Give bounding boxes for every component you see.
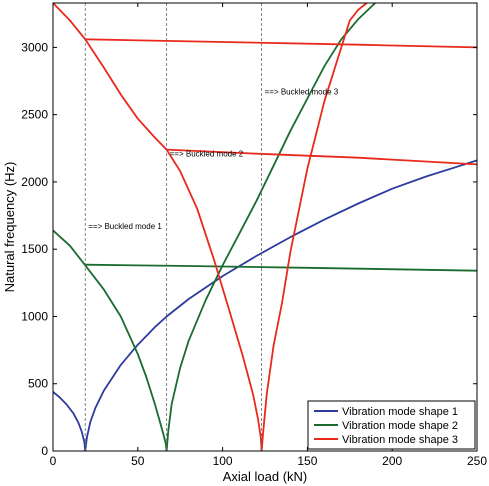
x-tick-label: 150 [297,454,317,468]
legend-entry-2: Vibration mode shape 2 [342,420,458,432]
x-axis-label: Axial load (kN) [223,469,308,484]
y-tick-label: 3000 [21,40,48,54]
x-tick-label: 200 [382,454,402,468]
plot-frame [52,2,478,452]
y-tick-label: 0 [41,444,48,458]
series-2-segment-2 [84,264,168,451]
y-tick-label: 500 [28,377,48,391]
y-tick-label: 2500 [21,108,48,122]
y-tick-label: 1500 [21,242,48,256]
annotation-buckled-mode-2: ==> Buckled mode 2 [170,149,244,158]
y-axis-label: Natural frequency (Hz) [2,162,17,293]
series-3-segment-3 [165,149,263,451]
series-1-segment-1 [53,391,87,451]
y-tick-label: 2000 [21,175,48,189]
series-3-segment-1 [53,3,86,40]
x-tick-label: 50 [131,454,145,468]
series-3-segment-4 [260,3,368,451]
series-3-segment-6 [166,148,477,166]
legend: Vibration mode shape 1 Vibration mode sha… [307,400,476,450]
legend-entry-3: Vibration mode shape 3 [342,434,458,446]
series-2-segment-1 [53,229,86,266]
curves-layer [53,3,477,451]
x-tick-label: 250 [467,454,487,468]
annotation-buckled-mode-1: ==> Buckled mode 1 [88,222,162,231]
series-3-segment-5 [85,38,477,49]
series-3-segment-2 [84,38,168,151]
annotation-buckled-mode-3: ==> Buckled mode 3 [265,87,339,96]
annotations-layer: ==> Buckled mode 1 ==> Buckled mode 2 ==> … [88,87,339,231]
series-2-segment-3 [165,3,376,451]
series-2-segment-4 [85,263,477,272]
legend-entry-1: Vibration mode shape 1 [342,406,458,418]
x-tick-label: 100 [213,454,233,468]
series-1-segment-2 [84,159,477,451]
y-tick-label: 1000 [21,309,48,323]
x-tick-label: 0 [50,454,57,468]
